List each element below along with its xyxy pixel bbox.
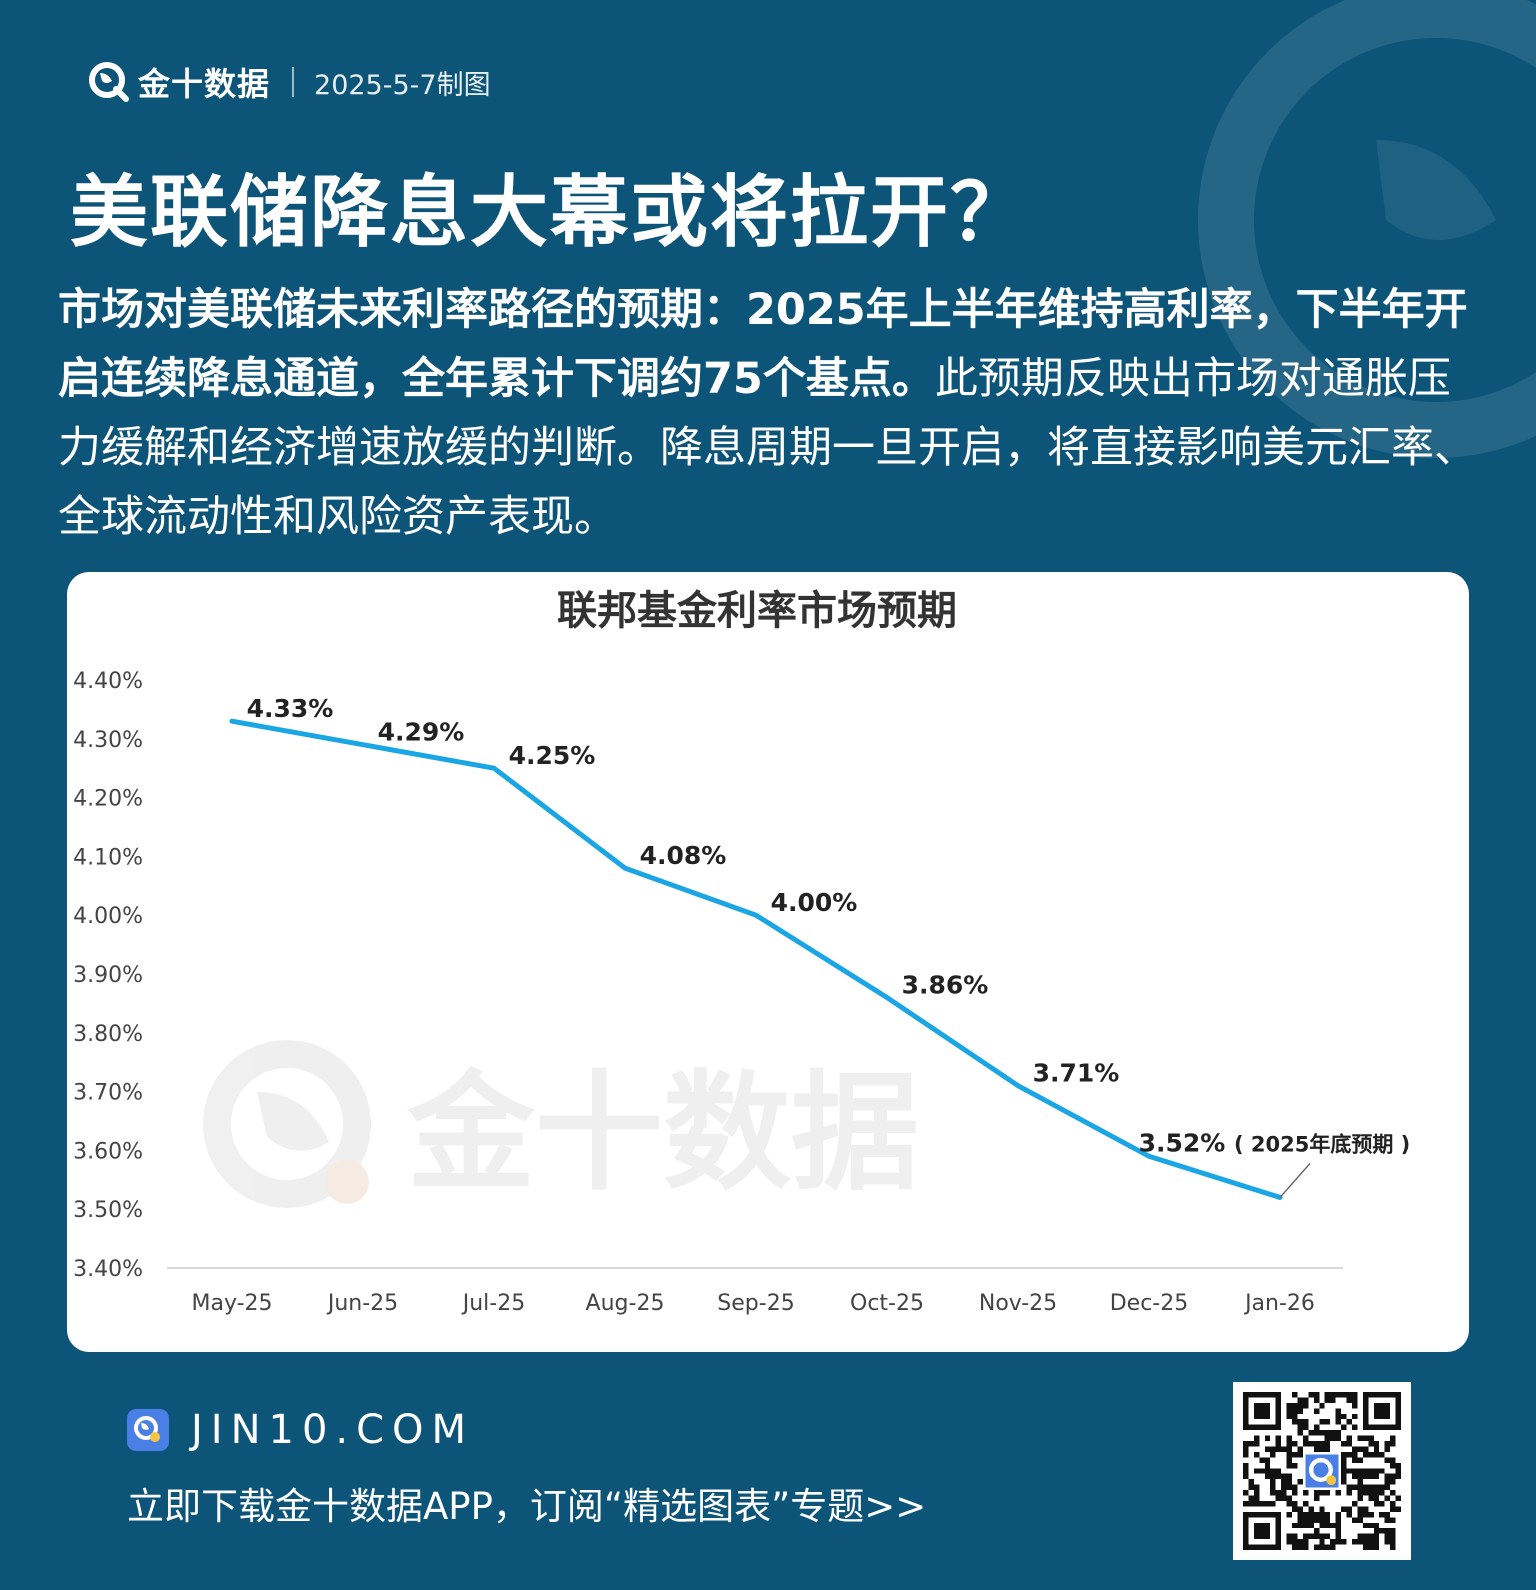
y-tick-label: 3.60% [73,1139,143,1164]
y-tick-label: 4.10% [73,845,143,870]
chart-card: 金十数据 联邦基金利率市场预期 4.40% 4.30% 4.20% 4.10% 4.00… [67,572,1469,1352]
x-tick-label: Jul-25 [461,1291,525,1316]
y-tick-label: 4.30% [73,728,143,753]
y-tick-label: 3.50% [73,1198,143,1223]
x-axis-ticks: May-25 Jun-25 Jul-25 Aug-25 Sep-25 Oct-25 Nov-… [191,1291,1314,1316]
line-chart: 金十数据 联邦基金利率市场预期 4.40% 4.30% 4.20% 4.10% 4.00… [73,588,1411,1316]
y-tick-label: 4.00% [73,904,143,929]
y-tick-label: 3.90% [73,963,143,988]
x-tick-label: Dec-25 [1110,1291,1189,1316]
x-tick-label: Nov-25 [979,1291,1057,1316]
header: 金十数据 2025-5-7制图 [86,60,491,104]
header-divider [292,67,295,97]
y-axis-ticks: 4.40% 4.30% 4.20% 4.10% 4.00% 3.90% 3.80% 3.70%… [73,669,143,1282]
x-tick-label: Jun-25 [326,1291,398,1316]
x-tick-label: May-25 [191,1291,272,1316]
data-label: 4.00% [771,888,858,917]
series-line [229,718,1283,1200]
y-tick-label: 3.80% [73,1022,143,1047]
data-label: 4.33% [247,694,334,723]
x-tick-label: Jan-26 [1243,1291,1315,1316]
y-tick-label: 3.40% [73,1257,143,1282]
y-tick-label: 4.20% [73,787,143,812]
watermark-text: 金十数据 [406,1059,919,1208]
y-tick-label: 4.40% [73,669,143,694]
description-bold: 市场对美联储未来利率路径的预期：2025年上半年维持高利率，下半年开启连续降息通… [58,285,1468,404]
data-label: 3.71% [1033,1059,1120,1088]
data-label: 3.86% [902,971,989,1000]
data-label: 4.25% [509,741,596,770]
description: 市场对美联储未来利率路径的预期：2025年上半年维持高利率，下半年开启连续降息通… [58,276,1478,552]
footer-site: JIN10.COM [191,1407,475,1453]
y-tick-label: 3.70% [73,1081,143,1106]
annotation-text: ( 2025年底预期 ) [1234,1132,1410,1156]
data-label: 3.52% [1139,1128,1226,1157]
page-title: 美联储降息大幕或将拉开？ [70,168,1031,258]
brand-name: 金十数据 [138,65,271,103]
background-logo-decoration [1198,0,1536,458]
annotation-leader-line [1279,1162,1311,1198]
description-normal: 此预期反映出市场对通胀压力缓解和经济增速放缓的判断。降息周期一旦开启，将直接影响… [58,354,1477,542]
data-labels: 4.33% 4.29% 4.25% 4.08% 4.00% 3.86% 3.71% 3.52%… [247,694,1411,1157]
jin10-app-icon [127,1409,169,1451]
data-label: 4.08% [640,841,727,870]
x-tick-label: Sep-25 [717,1291,794,1316]
qr-code-pattern [1243,1392,1401,1550]
data-label: 4.29% [378,718,465,747]
jin10-logo-icon [89,62,129,102]
x-tick-label: Aug-25 [586,1291,665,1316]
x-tick-label: Oct-25 [850,1291,924,1316]
footer-brand: JIN10.COM [127,1407,474,1453]
qr-code[interactable] [1233,1382,1411,1560]
chart-title: 联邦基金利率市场预期 [557,588,957,634]
chart-date: 2025-5-7制图 [314,69,491,101]
watermark: 金十数据 [203,1040,919,1208]
footer-cta[interactable]: 立即下载金十数据APP，订阅“精选图表”专题>> [127,1485,927,1528]
